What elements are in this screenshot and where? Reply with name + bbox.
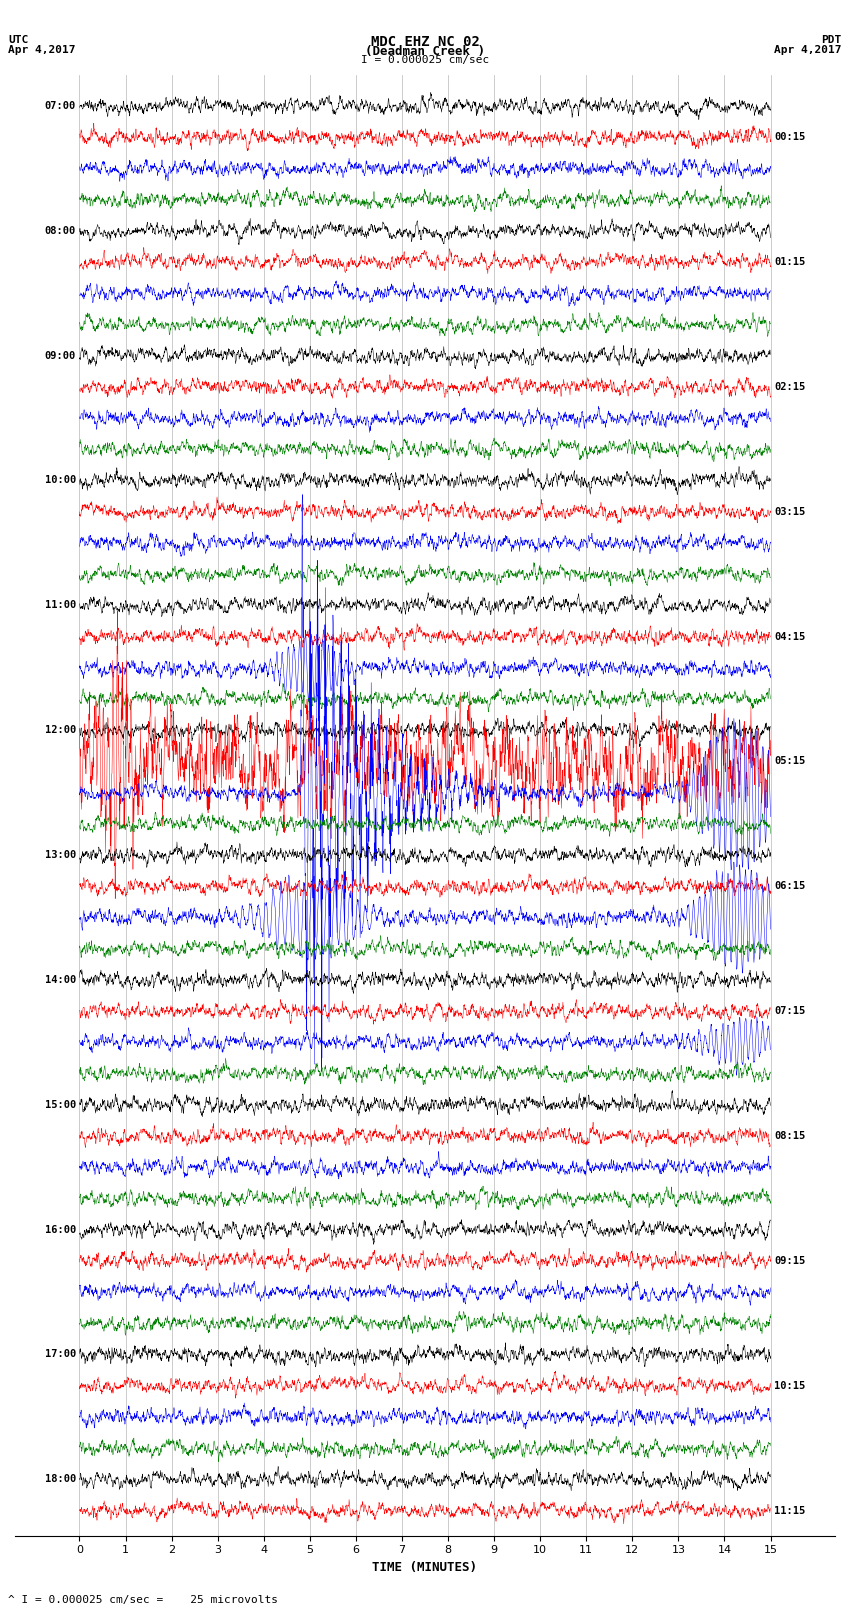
Text: ^ I = 0.000025 cm/sec =    25 microvolts: ^ I = 0.000025 cm/sec = 25 microvolts [8,1595,279,1605]
Text: 03:15: 03:15 [774,506,806,516]
Text: 06:15: 06:15 [774,881,806,892]
Text: 04:15: 04:15 [774,632,806,642]
Text: UTC: UTC [8,35,29,45]
Text: 11:15: 11:15 [774,1505,806,1516]
Text: 02:15: 02:15 [774,382,806,392]
Text: 16:00: 16:00 [44,1224,76,1234]
Text: 07:00: 07:00 [44,102,76,111]
Text: 08:00: 08:00 [44,226,76,235]
Text: (Deadman Creek ): (Deadman Creek ) [365,45,485,58]
Text: Apr 4,2017: Apr 4,2017 [774,45,842,55]
Text: 09:00: 09:00 [44,350,76,361]
X-axis label: TIME (MINUTES): TIME (MINUTES) [372,1561,478,1574]
Text: 13:00: 13:00 [44,850,76,860]
Text: 14:00: 14:00 [44,974,76,986]
Text: 08:15: 08:15 [774,1131,806,1140]
Text: 00:15: 00:15 [774,132,806,142]
Text: 17:00: 17:00 [44,1350,76,1360]
Text: 10:00: 10:00 [44,476,76,486]
Text: 11:00: 11:00 [44,600,76,610]
Text: 18:00: 18:00 [44,1474,76,1484]
Text: 05:15: 05:15 [774,756,806,766]
Text: 09:15: 09:15 [774,1257,806,1266]
Text: 15:00: 15:00 [44,1100,76,1110]
Text: MDC EHZ NC 02: MDC EHZ NC 02 [371,35,479,50]
Text: 10:15: 10:15 [774,1381,806,1390]
Text: I = 0.000025 cm/sec: I = 0.000025 cm/sec [361,55,489,65]
Text: 07:15: 07:15 [774,1007,806,1016]
Text: Apr 4,2017: Apr 4,2017 [8,45,76,55]
Text: 01:15: 01:15 [774,256,806,268]
Text: PDT: PDT [821,35,842,45]
Text: 12:00: 12:00 [44,726,76,736]
